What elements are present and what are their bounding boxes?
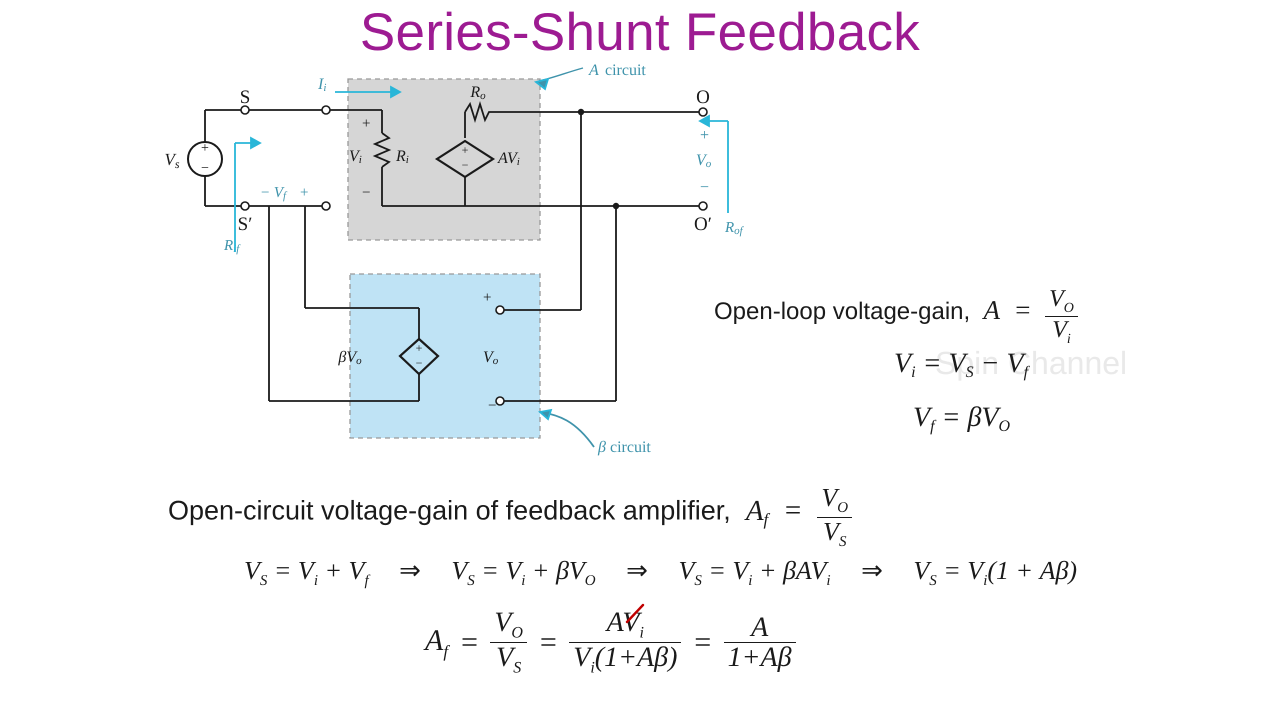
svg-text:+: + (201, 141, 209, 156)
svg-text:circuit: circuit (605, 62, 646, 79)
svg-text:Vo: Vo (696, 152, 712, 170)
svg-text:+: + (462, 143, 469, 157)
svg-text:S′: S′ (238, 214, 253, 235)
svg-text:−: − (700, 179, 709, 196)
svg-text:O′: O′ (694, 214, 712, 235)
svg-text:−: − (362, 185, 370, 201)
svg-text:−: − (488, 398, 496, 414)
svg-text:+: + (700, 127, 709, 144)
svg-text:−: − (416, 356, 423, 370)
svg-text:Ii: Ii (317, 76, 326, 94)
svg-text:AVi: AVi (497, 150, 520, 168)
svg-text:Rif: Rif (223, 238, 241, 255)
svg-text:−: − (201, 161, 209, 176)
svg-text:Vs: Vs (164, 150, 179, 171)
svg-text:Rof: Rof (724, 220, 745, 237)
svg-text:−: − (462, 158, 469, 172)
svg-text:+: + (416, 341, 423, 355)
svg-text:A: A (588, 62, 599, 79)
svg-text:+: + (483, 290, 491, 306)
svg-text:O: O (696, 87, 710, 108)
svg-text:+: + (300, 185, 308, 201)
svg-text:S: S (240, 87, 251, 108)
svg-text:β circuit: β circuit (597, 439, 651, 456)
svg-text:− Vf: − Vf (260, 185, 288, 202)
svg-text:+: + (362, 116, 370, 132)
